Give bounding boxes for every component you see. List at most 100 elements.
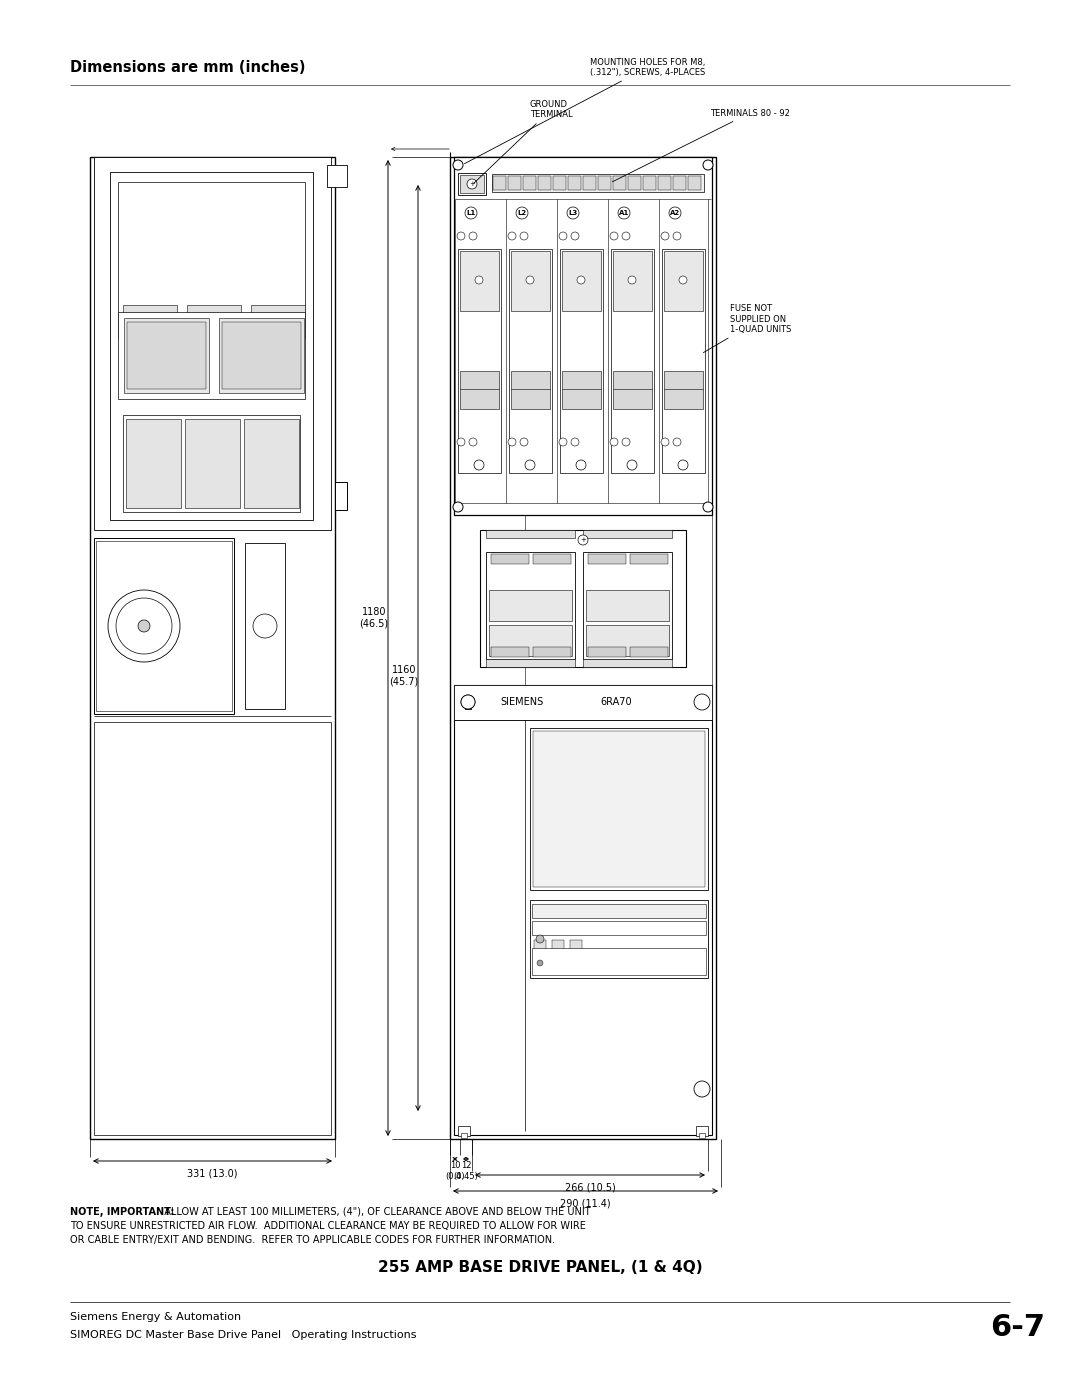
Text: NOTE, IMPORTANT:: NOTE, IMPORTANT: [70,1207,174,1217]
Circle shape [567,207,579,219]
Bar [511,251,550,312]
Text: 10
(0.4): 10 (0.4) [445,1161,464,1180]
Text: GROUND
TERMINAL: GROUND TERMINAL [474,99,572,183]
Bar [458,173,486,196]
Text: MOUNTING HOLES FOR M8,
(.312"), SCREWS, 4-PLACES: MOUNTING HOLES FOR M8, (.312"), SCREWS, … [464,57,705,163]
Bar [699,1133,705,1139]
Bar [530,728,708,890]
Bar [658,176,671,190]
Circle shape [508,232,516,240]
Bar [187,305,241,323]
Bar [688,176,701,190]
Bar [511,372,550,409]
Bar [245,543,285,710]
Bar [627,176,642,190]
Bar [673,176,686,190]
Bar [489,590,572,622]
Bar [568,176,581,190]
Bar [664,372,703,409]
Circle shape [453,502,463,511]
Bar [461,1133,467,1139]
Circle shape [703,161,713,170]
Circle shape [627,277,636,284]
Bar [534,940,546,950]
Bar [492,176,507,190]
Bar [460,372,499,409]
Circle shape [571,439,579,446]
Circle shape [571,232,579,240]
Circle shape [508,439,516,446]
Circle shape [559,439,567,446]
Text: FUSE NOT
SUPPLIED ON
1-QUAD UNITS: FUSE NOT SUPPLIED ON 1-QUAD UNITS [703,305,792,352]
Bar [583,529,672,538]
Bar [552,940,564,950]
Bar [491,555,529,564]
Circle shape [694,694,710,710]
Bar [486,552,575,659]
Circle shape [519,232,528,240]
Bar [509,249,552,474]
Circle shape [519,439,528,446]
Bar [553,176,566,190]
Circle shape [516,207,528,219]
Bar [185,419,240,509]
Bar [583,552,672,659]
Bar [110,172,313,520]
Bar [534,555,571,564]
Circle shape [622,232,630,240]
Circle shape [703,502,713,511]
Text: +: + [469,182,475,187]
Circle shape [622,439,630,446]
Bar [583,176,596,190]
Bar [613,372,652,409]
Circle shape [467,179,477,189]
Circle shape [678,460,688,469]
Bar [244,419,299,509]
Text: A2: A2 [670,210,680,217]
Circle shape [679,277,687,284]
Circle shape [673,232,681,240]
Bar [598,176,611,190]
Text: 290 (11.4): 290 (11.4) [561,1199,611,1208]
Bar [523,176,536,190]
Circle shape [525,460,535,469]
Bar [118,182,305,338]
Text: 266 (10.5): 266 (10.5) [565,1182,616,1192]
Bar [118,312,305,400]
Text: L1: L1 [467,210,475,217]
Text: 255 AMP BASE DRIVE PANEL, (1 & 4Q): 255 AMP BASE DRIVE PANEL, (1 & 4Q) [378,1260,702,1274]
Bar [586,590,669,622]
Bar [327,165,347,187]
Circle shape [661,439,669,446]
Circle shape [461,694,475,710]
Bar [486,659,575,666]
Bar [525,187,712,1109]
Bar [96,541,232,711]
Bar [534,731,705,887]
Circle shape [536,935,544,943]
Bar [562,372,600,409]
Bar [94,538,234,714]
Bar [489,624,572,657]
Bar [222,321,301,388]
Circle shape [138,620,150,631]
Bar [613,176,626,190]
Text: +: + [580,536,586,543]
Bar [126,419,181,509]
Bar [534,647,571,657]
Bar [465,701,471,710]
Bar [123,415,300,511]
Bar [460,251,499,312]
Bar [486,529,575,538]
Bar [561,249,603,474]
Circle shape [253,615,276,638]
Circle shape [577,277,585,284]
Text: ALLOW AT LEAST 100 MILLIMETERS, (4"), OF CLEARANCE ABOVE AND BELOW THE UNIT: ALLOW AT LEAST 100 MILLIMETERS, (4"), OF… [158,1207,591,1217]
Text: 1160
(45.7): 1160 (45.7) [390,665,419,687]
Bar [454,685,712,1134]
Circle shape [673,439,681,446]
Bar [583,659,672,666]
Bar [460,175,484,193]
Circle shape [578,535,588,545]
Bar [643,176,656,190]
